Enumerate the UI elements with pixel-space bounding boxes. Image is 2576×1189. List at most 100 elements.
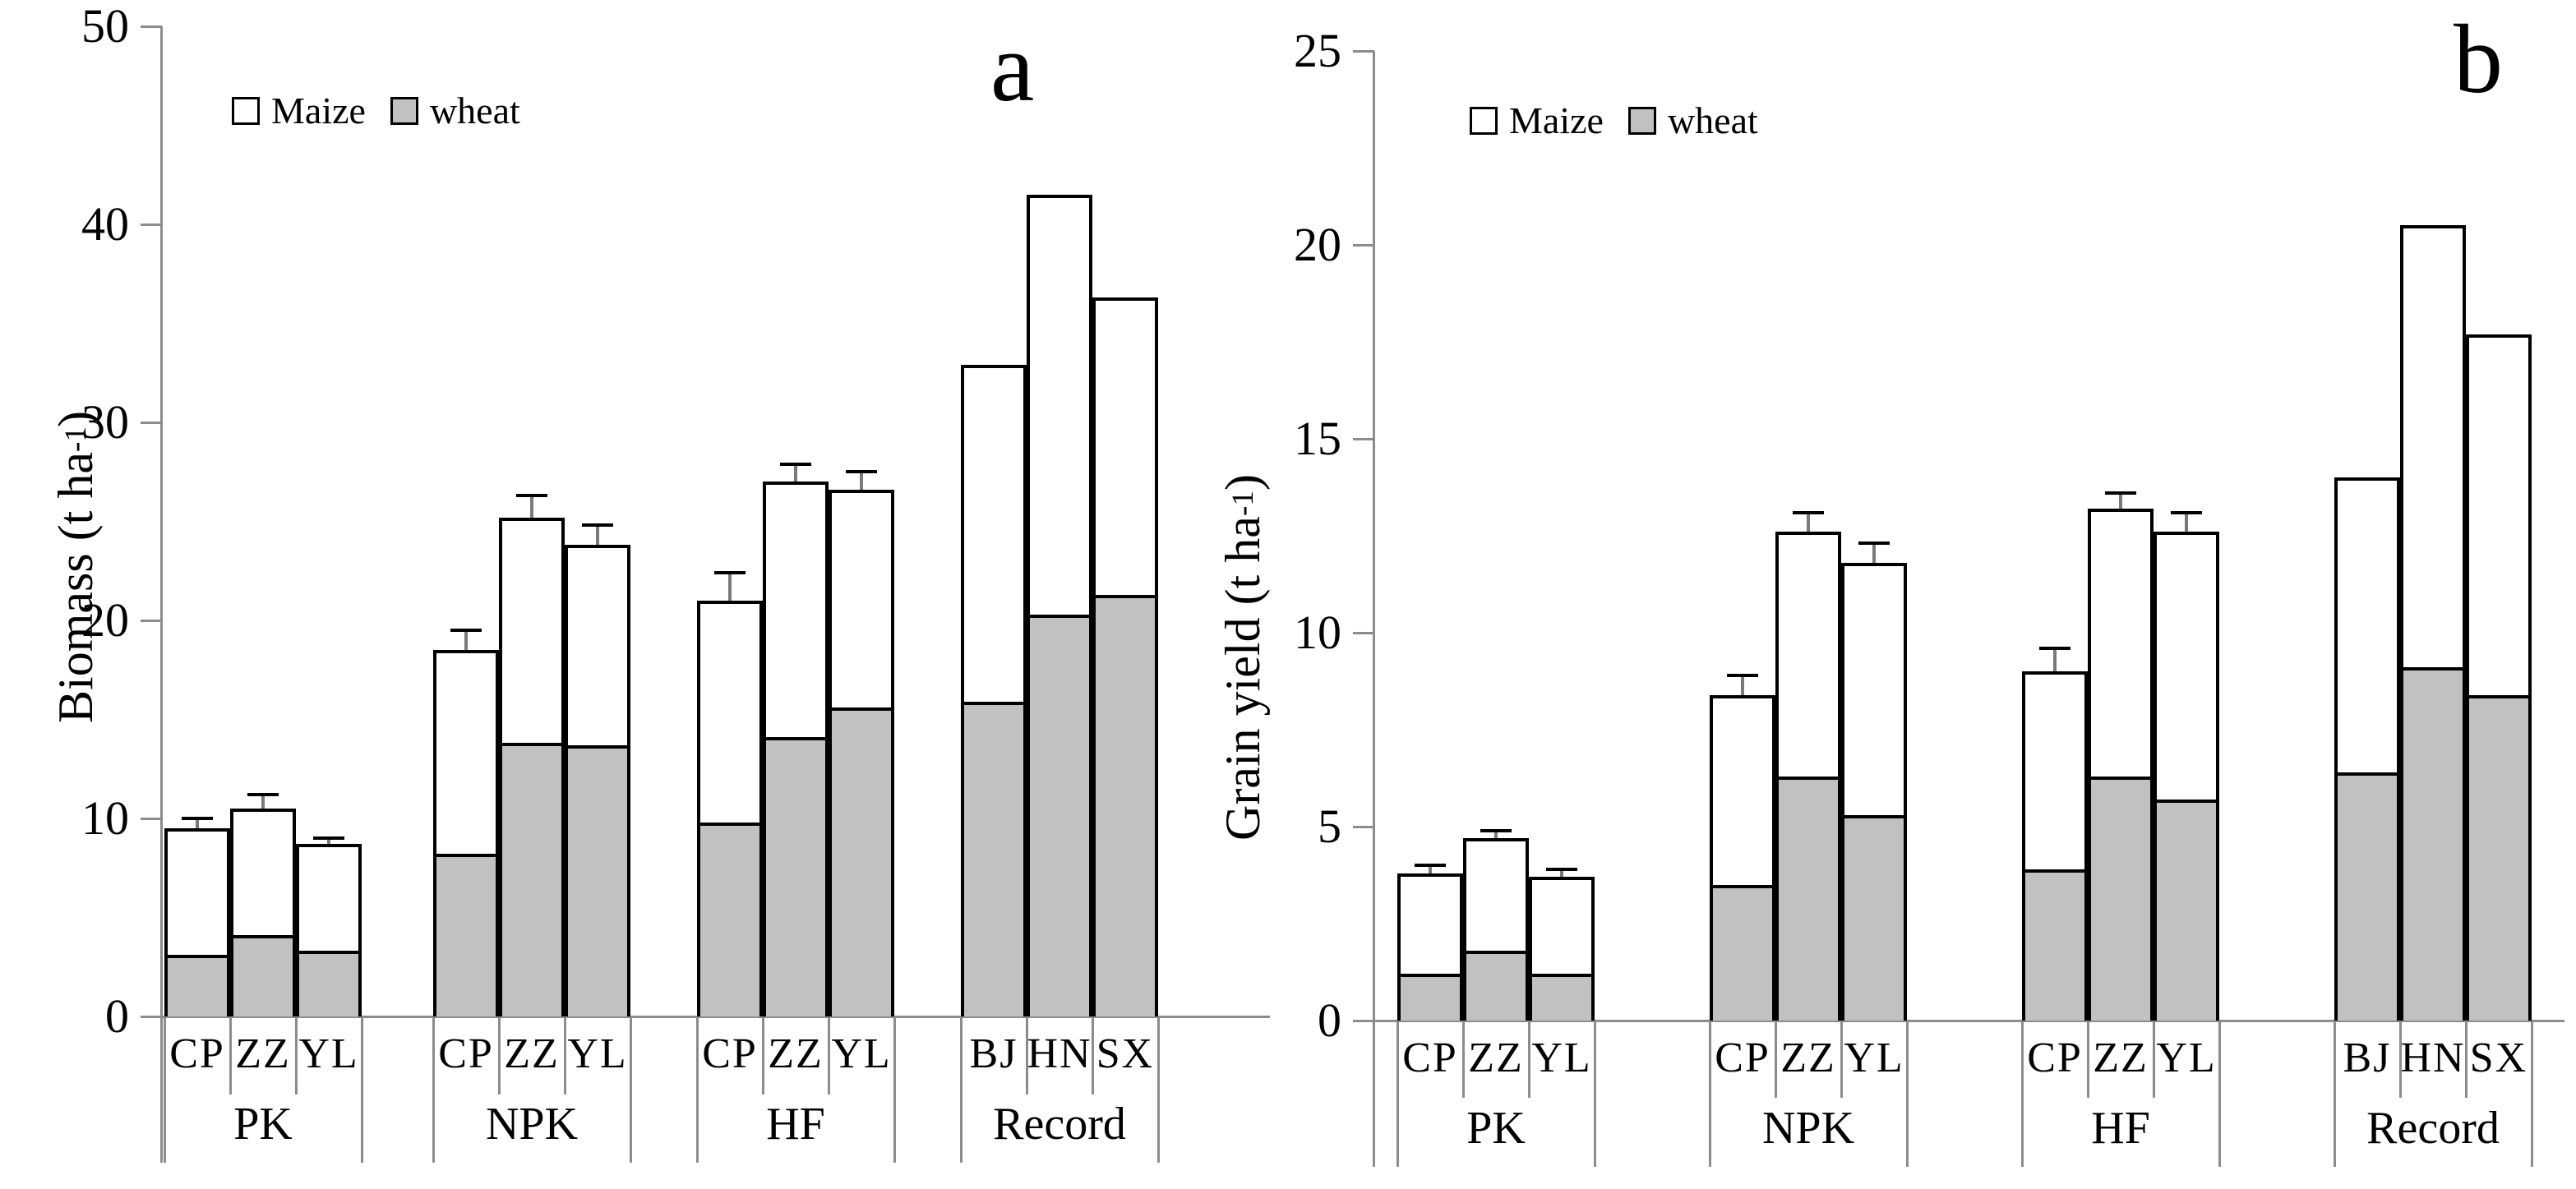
error-bar-cap [2171,510,2202,514]
group-boundary-line [2021,1021,2024,1167]
error-bar-cap [1480,828,1512,832]
bar-wheat-segment [568,744,627,1016]
category-separator [2465,1021,2468,1098]
error-bar-stem [596,525,599,546]
y-tick-mark [141,422,162,424]
bar-Record-SX [1092,297,1158,1016]
error-bar-cap [2039,646,2070,650]
group-label-HF: HF [766,1099,825,1150]
group-boundary-line [1396,1021,1399,1167]
error-bar-stem [860,472,863,490]
y-tick-label: 0 [105,989,129,1043]
legend-swatch-maize [1470,106,1498,135]
category-separator [1840,1021,1843,1098]
bar-wheat-segment [1030,614,1089,1016]
y-axis-line [1373,51,1375,1167]
y-tick-label: 25 [1294,24,1341,77]
group-label-Record: Record [993,1099,1126,1150]
category-label-ZZ: ZZ [504,1030,560,1077]
legend-label: Maize [271,90,366,131]
bar-wheat-segment [233,935,293,1016]
bar-wheat-segment [1401,974,1460,1021]
bar-Record-SX [2466,334,2532,1021]
bar-wheat-segment [168,955,227,1016]
legend-label: wheat [429,90,520,131]
category-separator [2399,1021,2402,1098]
bar-Record-HN [1027,194,1092,1016]
bar-Record-BJ [961,365,1027,1016]
y-tick-mark [141,224,162,226]
group-boundary-line [696,1016,699,1163]
bar-PK-YL [296,844,362,1016]
bar-wheat-segment [1096,594,1155,1016]
category-label-YL: YL [1531,1035,1592,1081]
category-label-SX: SX [1096,1030,1155,1077]
y-axis-title: Grain yield (t ha -1) [1216,474,1270,841]
bar-NPK-ZZ [1775,532,1841,1021]
y-tick-mark [1353,1020,1374,1022]
y-tick-label: 10 [1294,606,1341,659]
legend-label: wheat [1667,99,1758,141]
bar-NPK-CP [1710,694,1775,1021]
category-label-BJ: BJ [2343,1035,2392,1081]
group-label-Record: Record [2366,1103,2500,1154]
group-label-PK: PK [1466,1103,1526,1154]
y-tick-mark [141,818,162,820]
error-bar-cap [714,571,746,575]
bar-NPK-CP [433,650,499,1016]
y-axis-line [160,26,163,1163]
error-bar-stem [530,495,533,518]
category-label-CP: CP [702,1030,758,1077]
error-bar-cap [582,523,613,528]
bar-HF-CP [697,600,763,1016]
y-tick-label: 0 [1318,993,1341,1047]
error-bar-stem [2185,512,2188,532]
category-label-YL: YL [298,1030,359,1077]
bar-wheat-segment [700,822,759,1016]
bar-wheat-segment [2091,776,2150,1021]
category-separator [1775,1021,1777,1098]
group-boundary-line [432,1016,435,1163]
group-boundary-line [893,1016,896,1163]
legend: Maize wheat [1470,99,1771,142]
y-tick-label: 5 [1318,800,1341,853]
group-boundary-line [1594,1021,1596,1167]
category-separator [1092,1016,1094,1095]
category-label-YL: YL [567,1030,628,1077]
error-bar-stem [327,838,330,845]
error-bar-cap [182,817,213,820]
error-bar-stem [196,818,199,829]
group-boundary-line [164,1016,166,1163]
error-bar-stem [1741,675,1744,695]
category-separator [295,1016,298,1095]
error-bar-cap [1793,510,1824,514]
y-tick-mark [141,620,162,622]
error-bar-stem [1807,512,1810,532]
bar-NPK-YL [565,545,630,1016]
group-boundary-line [2531,1021,2533,1167]
y-axis-title: Biomass (t ha -1) [48,410,103,724]
group-boundary-line [2334,1021,2336,1167]
y-tick-label: 20 [81,593,129,647]
bar-HF-ZZ [2088,508,2154,1021]
bar-NPK-YL [1841,563,1907,1021]
error-bar-cap [780,462,811,466]
error-bar-cap [1415,864,1446,868]
error-bar-cap [1727,673,1758,677]
error-bar-stem [1494,830,1498,839]
bar-wheat-segment [2403,667,2463,1021]
category-label-ZZ: ZZ [235,1030,291,1077]
group-label-PK: PK [233,1099,293,1150]
bar-Record-BJ [2334,477,2400,1021]
error-bar-stem [728,573,732,601]
category-label-YL: YL [2156,1035,2217,1081]
bar-PK-CP [1397,873,1463,1021]
category-label-ZZ: ZZ [768,1030,824,1077]
category-label-CP: CP [1402,1035,1458,1081]
panel-letter-b: b [2454,4,2503,113]
error-bar-cap [846,470,877,474]
y-tick-mark [1353,632,1374,634]
category-separator [762,1016,764,1095]
y-tick-mark [141,25,162,28]
error-bar-stem [1872,543,1876,564]
